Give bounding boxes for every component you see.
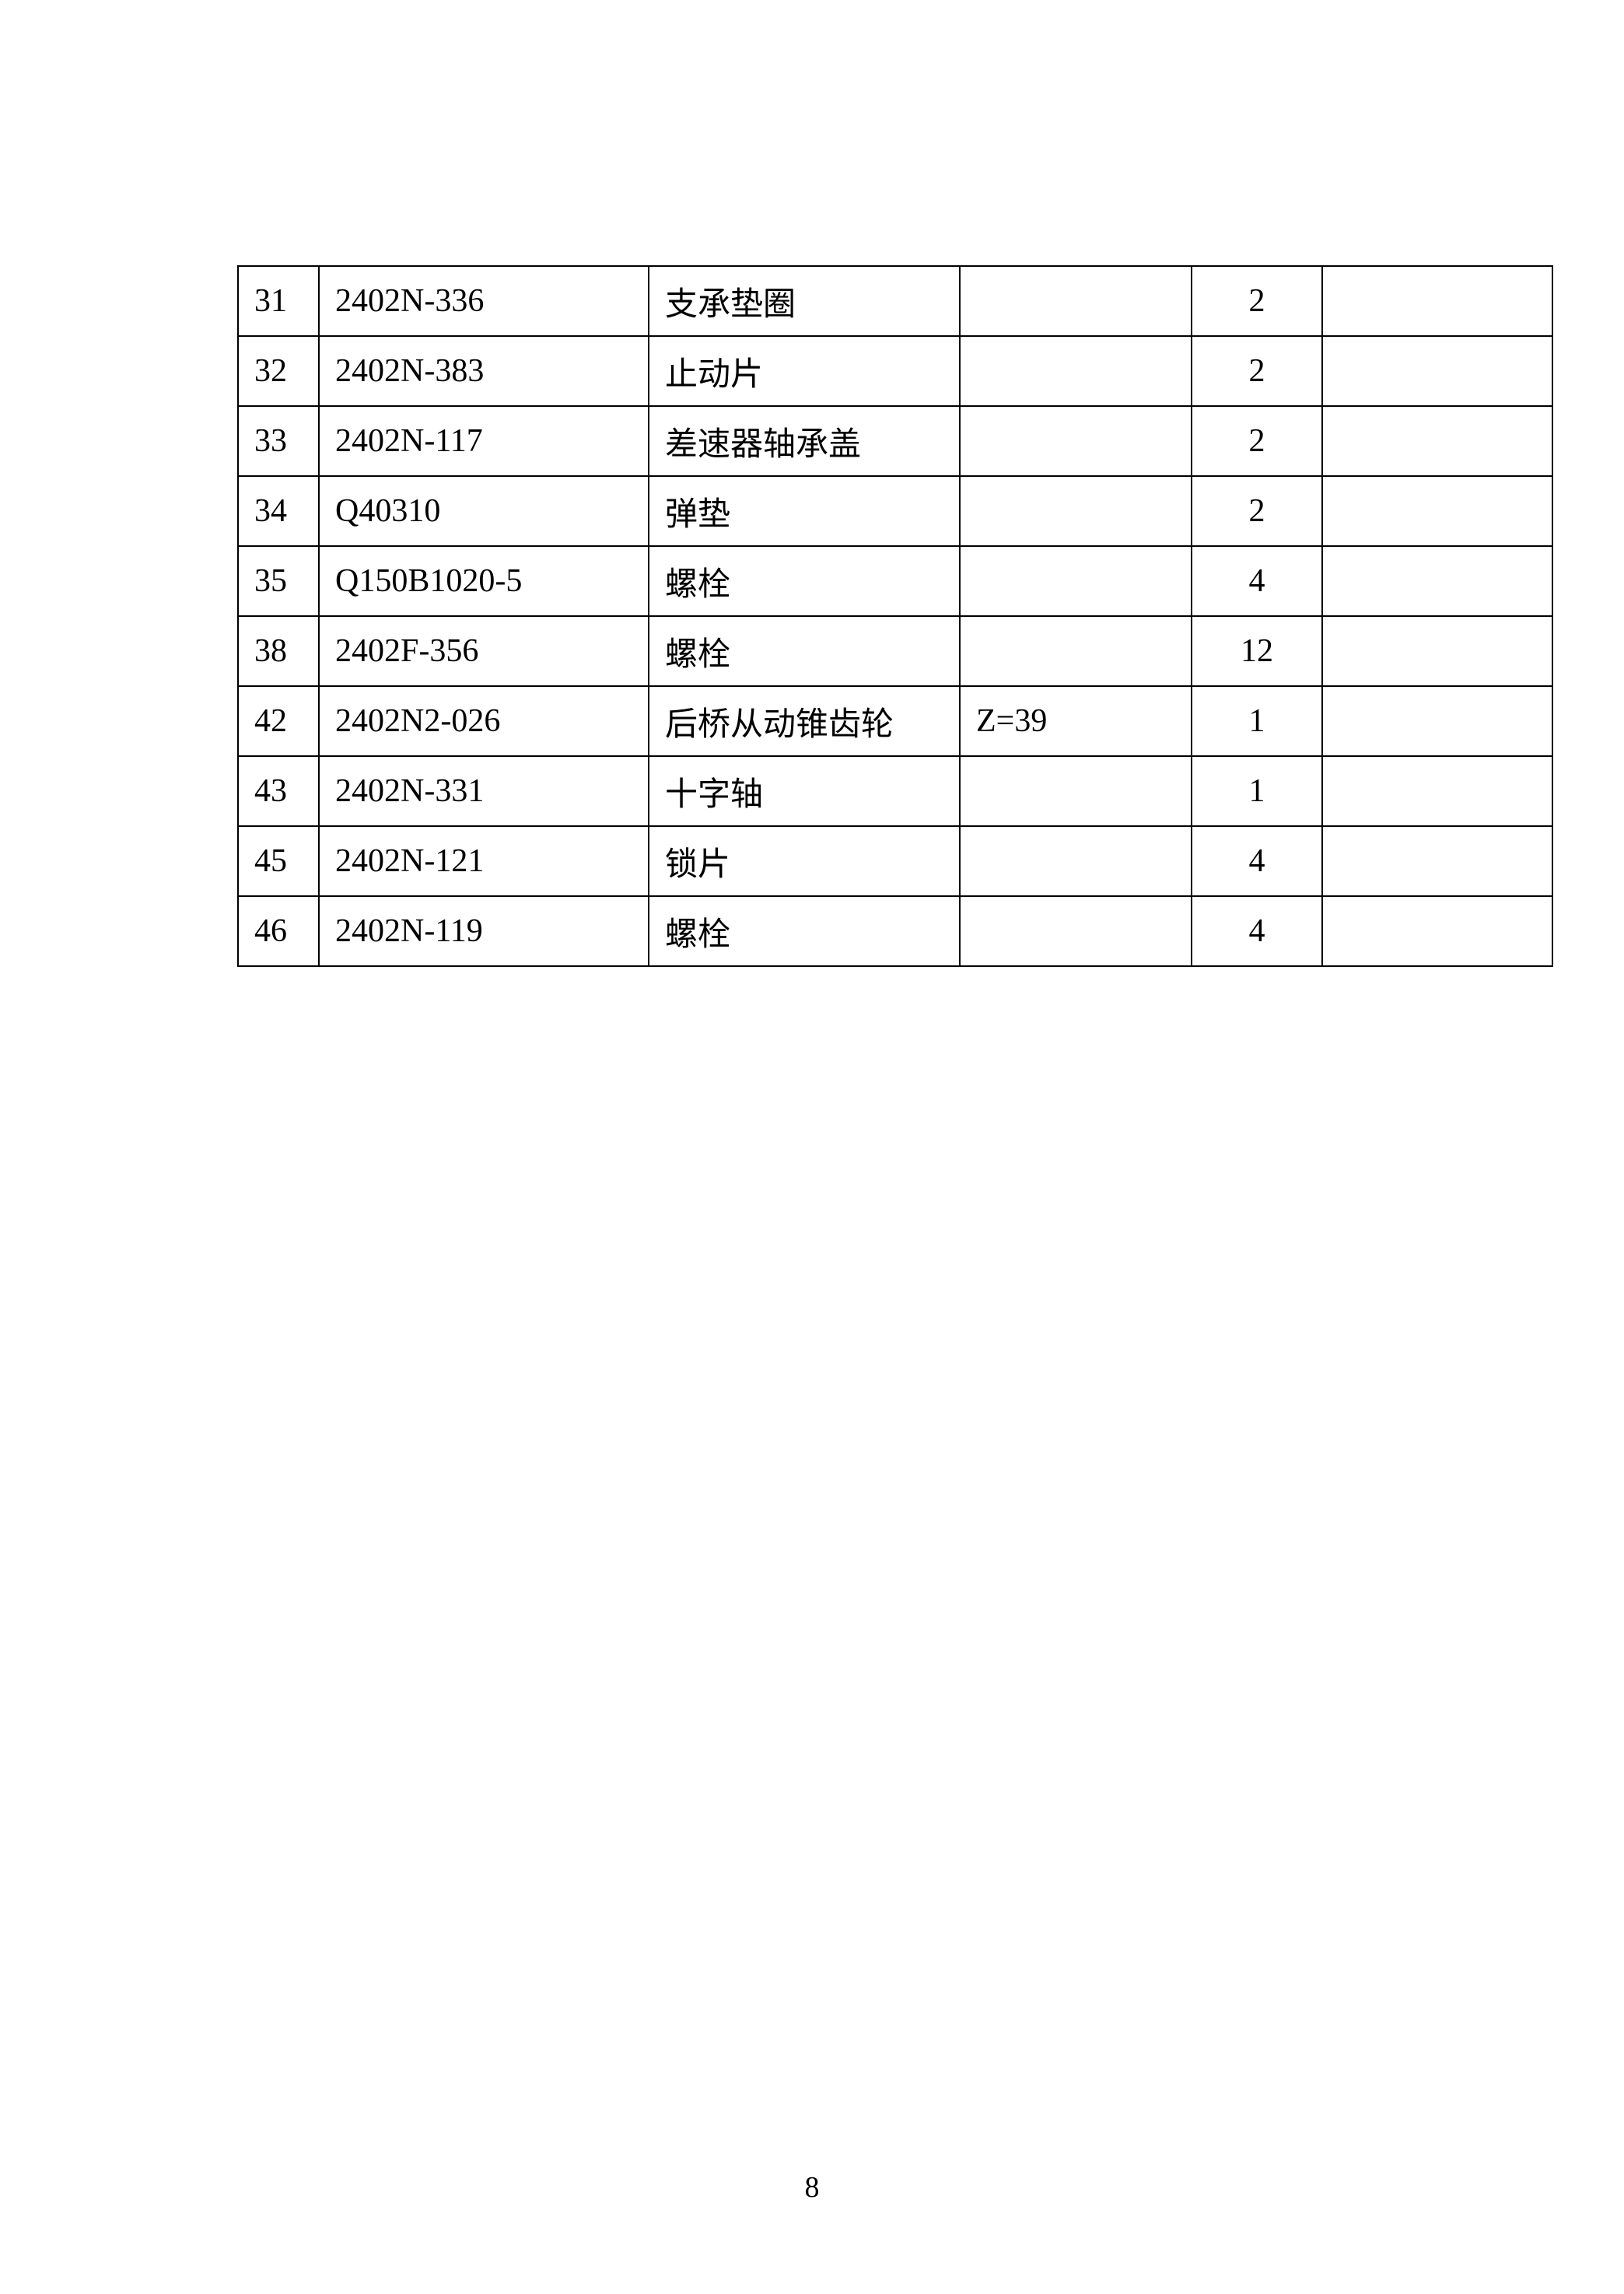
table-row: 32 2402N-383 止动片 2 bbox=[237, 335, 1553, 407]
parts-table: 31 2402N-336 支承垫圈 2 32 2402N-383 止动片 2 33 2402N-1… bbox=[237, 265, 1553, 967]
table-row: 34 Q40310 弹垫 2 bbox=[237, 475, 1553, 547]
remark-cell bbox=[1321, 405, 1553, 477]
remark-cell bbox=[1321, 825, 1553, 897]
table-row: 38 2402F-356 螺栓 12 bbox=[237, 615, 1553, 687]
part-code-cell: 2402N-331 bbox=[318, 755, 649, 827]
quantity-cell: 2 bbox=[1191, 405, 1323, 477]
part-name-cell: 螺栓 bbox=[648, 545, 961, 617]
part-name-cell: 后桥从动锥齿轮 bbox=[648, 685, 961, 757]
part-code-cell: 2402N-121 bbox=[318, 825, 649, 897]
quantity-cell: 2 bbox=[1191, 265, 1323, 337]
row-number-cell: 38 bbox=[237, 615, 320, 687]
part-name-cell: 止动片 bbox=[648, 335, 961, 407]
part-name-cell: 十字轴 bbox=[648, 755, 961, 827]
remark-cell bbox=[1321, 475, 1553, 547]
row-number-cell: 33 bbox=[237, 405, 320, 477]
remark-cell bbox=[1321, 545, 1553, 617]
part-name-cell: 差速器轴承盖 bbox=[648, 405, 961, 477]
row-number-cell: 42 bbox=[237, 685, 320, 757]
part-spec-cell bbox=[959, 825, 1192, 897]
part-code-cell: 2402N-117 bbox=[318, 405, 649, 477]
part-spec-cell bbox=[959, 755, 1192, 827]
quantity-cell: 1 bbox=[1191, 685, 1323, 757]
part-name-cell: 弹垫 bbox=[648, 475, 961, 547]
table-row: 31 2402N-336 支承垫圈 2 bbox=[237, 265, 1553, 337]
table-row: 35 Q150B1020-5 螺栓 4 bbox=[237, 545, 1553, 617]
row-number-cell: 34 bbox=[237, 475, 320, 547]
remark-cell bbox=[1321, 895, 1553, 967]
row-number-cell: 45 bbox=[237, 825, 320, 897]
part-spec-cell bbox=[959, 335, 1192, 407]
remark-cell bbox=[1321, 685, 1553, 757]
row-number-cell: 32 bbox=[237, 335, 320, 407]
quantity-cell: 12 bbox=[1191, 615, 1323, 687]
remark-cell bbox=[1321, 335, 1553, 407]
part-code-cell: Q150B1020-5 bbox=[318, 545, 649, 617]
table-row: 45 2402N-121 锁片 4 bbox=[237, 825, 1553, 897]
quantity-cell: 1 bbox=[1191, 755, 1323, 827]
part-spec-cell bbox=[959, 895, 1192, 967]
remark-cell bbox=[1321, 755, 1553, 827]
part-spec-cell bbox=[959, 475, 1192, 547]
part-code-cell: 2402N-383 bbox=[318, 335, 649, 407]
table-row: 43 2402N-331 十字轴 1 bbox=[237, 755, 1553, 827]
row-number-cell: 46 bbox=[237, 895, 320, 967]
part-name-cell: 锁片 bbox=[648, 825, 961, 897]
table-row: 42 2402N2-026 后桥从动锥齿轮 Z=39 1 bbox=[237, 685, 1553, 757]
part-name-cell: 螺栓 bbox=[648, 615, 961, 687]
part-name-cell: 支承垫圈 bbox=[648, 265, 961, 337]
remark-cell bbox=[1321, 615, 1553, 687]
parts-table-body: 31 2402N-336 支承垫圈 2 32 2402N-383 止动片 2 33 2402N-1… bbox=[237, 265, 1553, 967]
quantity-cell: 2 bbox=[1191, 335, 1323, 407]
quantity-cell: 4 bbox=[1191, 545, 1323, 617]
part-name-cell: 螺栓 bbox=[648, 895, 961, 967]
remark-cell bbox=[1321, 265, 1553, 337]
table-row: 46 2402N-119 螺栓 4 bbox=[237, 895, 1553, 967]
part-code-cell: 2402N-119 bbox=[318, 895, 649, 967]
row-number-cell: 31 bbox=[237, 265, 320, 337]
part-code-cell: 2402N2-026 bbox=[318, 685, 649, 757]
row-number-cell: 35 bbox=[237, 545, 320, 617]
part-spec-cell: Z=39 bbox=[959, 685, 1192, 757]
part-code-cell: 2402N-336 bbox=[318, 265, 649, 337]
quantity-cell: 2 bbox=[1191, 475, 1323, 547]
page-number: 8 bbox=[804, 2171, 820, 2204]
part-spec-cell bbox=[959, 265, 1192, 337]
table-row: 33 2402N-117 差速器轴承盖 2 bbox=[237, 405, 1553, 477]
part-code-cell: Q40310 bbox=[318, 475, 649, 547]
quantity-cell: 4 bbox=[1191, 895, 1323, 967]
part-spec-cell bbox=[959, 405, 1192, 477]
part-code-cell: 2402F-356 bbox=[318, 615, 649, 687]
quantity-cell: 4 bbox=[1191, 825, 1323, 897]
part-spec-cell bbox=[959, 615, 1192, 687]
row-number-cell: 43 bbox=[237, 755, 320, 827]
part-spec-cell bbox=[959, 545, 1192, 617]
